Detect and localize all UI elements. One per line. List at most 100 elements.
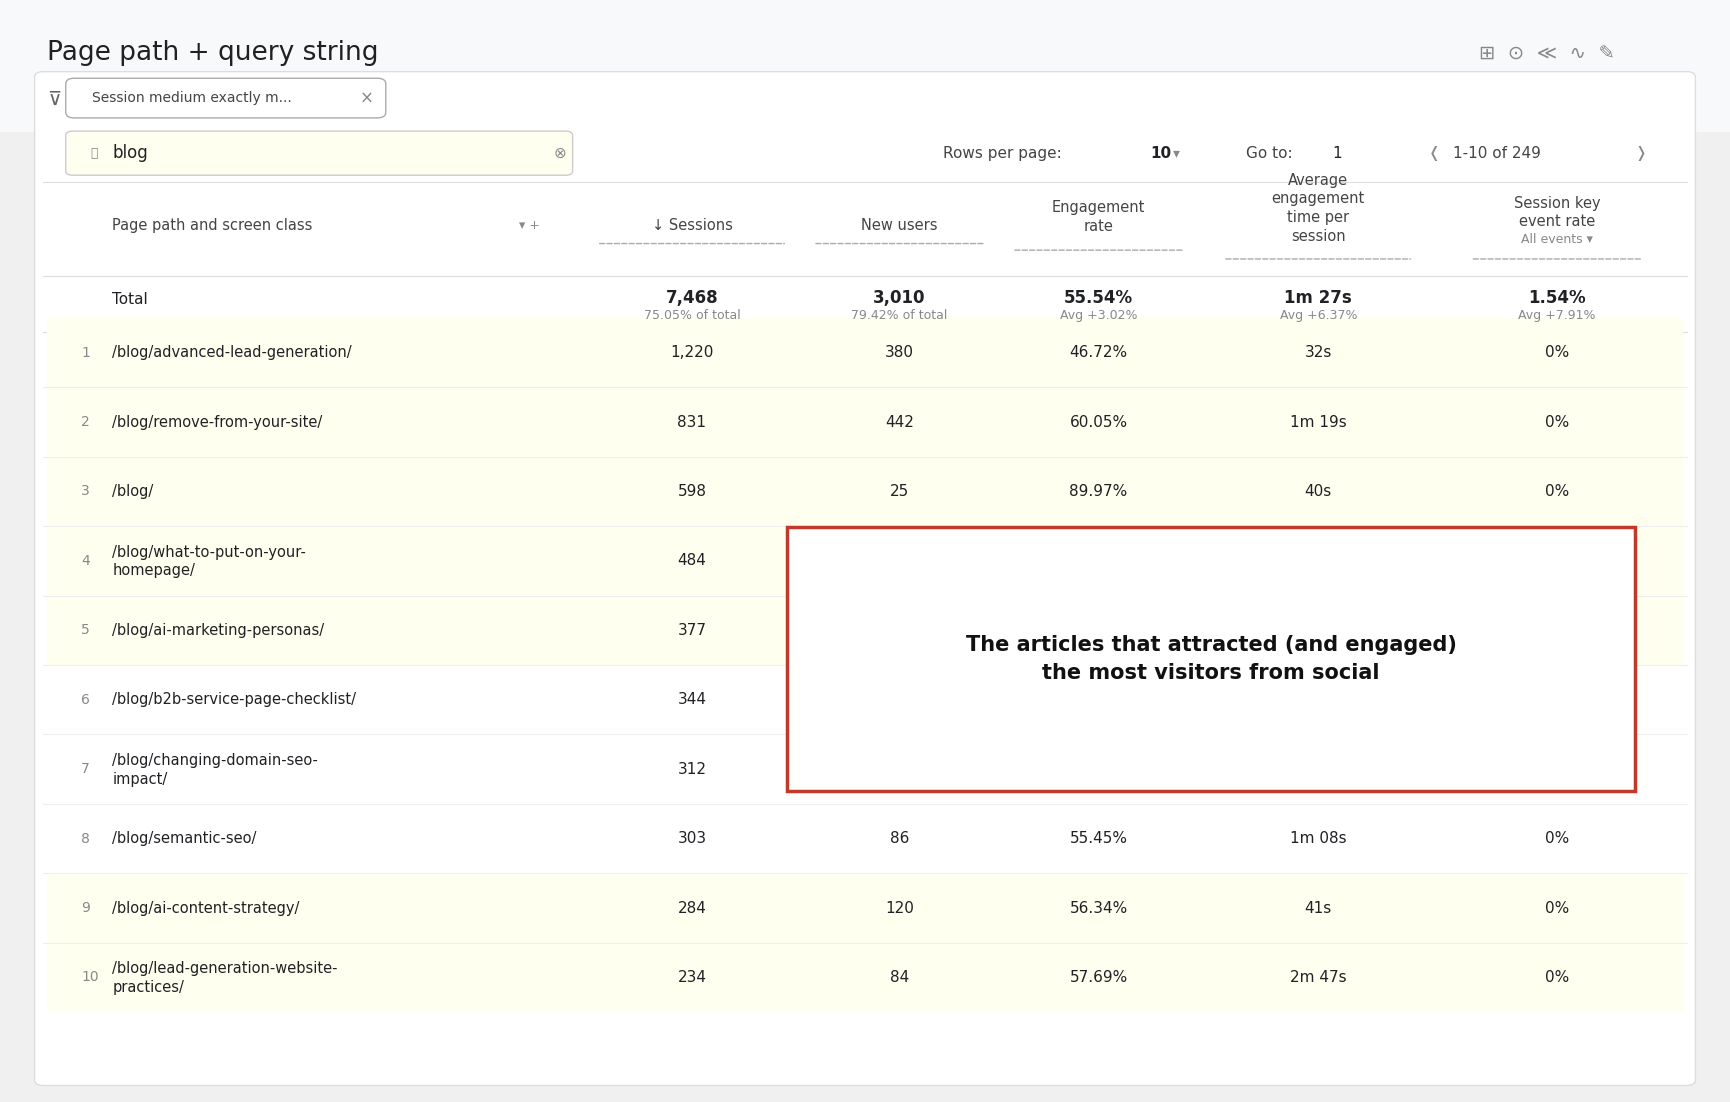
Text: 56.34%: 56.34% (1069, 900, 1128, 916)
Text: 2: 2 (81, 415, 90, 429)
Text: 10: 10 (81, 971, 99, 984)
Text: /blog/: /blog/ (112, 484, 154, 499)
Text: 6: 6 (81, 693, 90, 706)
Text: 377: 377 (678, 623, 706, 638)
Text: ⊞  ⊙  ≪  ∿  ✎: ⊞ ⊙ ≪ ∿ ✎ (1479, 43, 1616, 63)
Text: 40s: 40s (1304, 484, 1332, 499)
Text: Page path and screen class: Page path and screen class (112, 218, 313, 234)
Text: Engagement
rate: Engagement rate (1052, 199, 1145, 235)
Text: 75.05% of total: 75.05% of total (644, 309, 740, 322)
Text: 0%: 0% (1545, 553, 1569, 569)
Text: 3,010: 3,010 (874, 289, 926, 306)
Text: ❭: ❭ (1635, 145, 1647, 161)
Text: 55.45%: 55.45% (1069, 831, 1128, 846)
Text: ⊽: ⊽ (47, 89, 61, 109)
Text: 1-10 of 249: 1-10 of 249 (1453, 145, 1541, 161)
FancyBboxPatch shape (0, 0, 1730, 132)
Text: The articles that attracted (and engaged)
the most visitors from social: The articles that attracted (and engaged… (965, 635, 1457, 683)
Text: 598: 598 (678, 484, 706, 499)
Text: Go to:: Go to: (1246, 145, 1292, 161)
Bar (47, 595, 1683, 665)
Text: /blog/lead-generation-website-: /blog/lead-generation-website- (112, 961, 337, 976)
Text: /blog/what-to-put-on-your-: /blog/what-to-put-on-your- (112, 544, 306, 560)
Text: homepage/: homepage/ (112, 563, 195, 579)
Text: 0%: 0% (1545, 831, 1569, 846)
Text: 1: 1 (81, 346, 90, 359)
Text: 442: 442 (886, 414, 913, 430)
Text: 32s: 32s (1304, 345, 1332, 360)
Text: 57.69%: 57.69% (1069, 970, 1128, 985)
Text: ▾ +: ▾ + (519, 219, 540, 233)
FancyBboxPatch shape (66, 78, 386, 118)
Text: 1m 27s: 1m 27s (1284, 289, 1353, 306)
Bar (47, 526, 1683, 595)
Text: Total: Total (112, 292, 149, 307)
Text: 7,468: 7,468 (666, 289, 718, 306)
Text: 9: 9 (81, 901, 90, 915)
Text: 0%: 0% (1545, 623, 1569, 638)
Text: Session medium exactly m...: Session medium exactly m... (92, 91, 291, 105)
Text: 0%: 0% (1545, 345, 1569, 360)
Text: Avg +3.02%: Avg +3.02% (1060, 309, 1137, 322)
Text: 312: 312 (678, 761, 706, 777)
Text: 344: 344 (678, 692, 706, 707)
Text: ↓ Sessions: ↓ Sessions (652, 218, 732, 234)
Bar (47, 388, 1683, 456)
Text: 484: 484 (678, 553, 706, 569)
Text: 1m 19s: 1m 19s (1291, 414, 1346, 430)
Text: 0%: 0% (1545, 414, 1569, 430)
Text: ×: × (360, 89, 374, 107)
Text: /blog/advanced-lead-generation/: /blog/advanced-lead-generation/ (112, 345, 353, 360)
Text: impact/: impact/ (112, 771, 168, 787)
Text: 831: 831 (678, 414, 706, 430)
Text: 8: 8 (81, 832, 90, 845)
Bar (47, 456, 1683, 526)
Text: 1: 1 (1332, 145, 1342, 161)
Text: Session key
event rate: Session key event rate (1514, 196, 1600, 229)
Text: 75.87%: 75.87% (1069, 692, 1128, 707)
Text: 🔍: 🔍 (90, 147, 97, 160)
Text: New users: New users (862, 218, 938, 234)
Text: practices/: practices/ (112, 980, 185, 995)
Text: /blog/b2b-service-page-checklist/: /blog/b2b-service-page-checklist/ (112, 692, 356, 707)
Text: /blog/ai-content-strategy/: /blog/ai-content-strategy/ (112, 900, 299, 916)
Text: Rows per page:: Rows per page: (943, 145, 1062, 161)
Text: 1m 03s: 1m 03s (1291, 761, 1346, 777)
Text: 158: 158 (886, 761, 913, 777)
Text: 79.42% of total: 79.42% of total (851, 309, 948, 322)
Text: 43: 43 (889, 692, 910, 707)
Text: Page path + query string: Page path + query string (47, 40, 379, 66)
Text: 54.17%: 54.17% (1069, 761, 1128, 777)
Text: 41s: 41s (1304, 900, 1332, 916)
Text: ▾: ▾ (1173, 147, 1180, 160)
Text: 1,220: 1,220 (670, 345, 714, 360)
Text: 46.72%: 46.72% (1069, 345, 1128, 360)
Text: Average
engagement
time per
session: Average engagement time per session (1272, 173, 1365, 244)
Text: 10: 10 (1150, 145, 1171, 161)
Text: blog: blog (112, 144, 149, 162)
Text: 60.05%: 60.05% (1069, 414, 1128, 430)
Text: 380: 380 (886, 345, 913, 360)
FancyBboxPatch shape (66, 131, 573, 175)
Bar (47, 942, 1683, 1012)
Text: /blog/ai-marketing-personas/: /blog/ai-marketing-personas/ (112, 623, 325, 638)
Text: 0%: 0% (1545, 692, 1569, 707)
Text: 3: 3 (81, 485, 90, 498)
Text: 0%: 0% (1545, 970, 1569, 985)
Bar (47, 873, 1683, 942)
Text: ⊗: ⊗ (554, 145, 566, 161)
Text: 284: 284 (678, 900, 706, 916)
Text: 7: 7 (81, 763, 90, 776)
Text: 86: 86 (889, 831, 910, 846)
Bar (47, 318, 1683, 388)
Text: ❬: ❬ (1427, 145, 1439, 161)
Text: All events ▾: All events ▾ (1521, 233, 1593, 246)
Text: 0%: 0% (1545, 484, 1569, 499)
Text: 0%: 0% (1545, 761, 1569, 777)
Text: 120: 120 (886, 900, 913, 916)
Text: 55.54%: 55.54% (1064, 289, 1133, 306)
Text: Avg +6.37%: Avg +6.37% (1280, 309, 1356, 322)
Text: 1m 08s: 1m 08s (1291, 831, 1346, 846)
FancyBboxPatch shape (787, 527, 1635, 791)
Text: Avg +7.91%: Avg +7.91% (1519, 309, 1595, 322)
